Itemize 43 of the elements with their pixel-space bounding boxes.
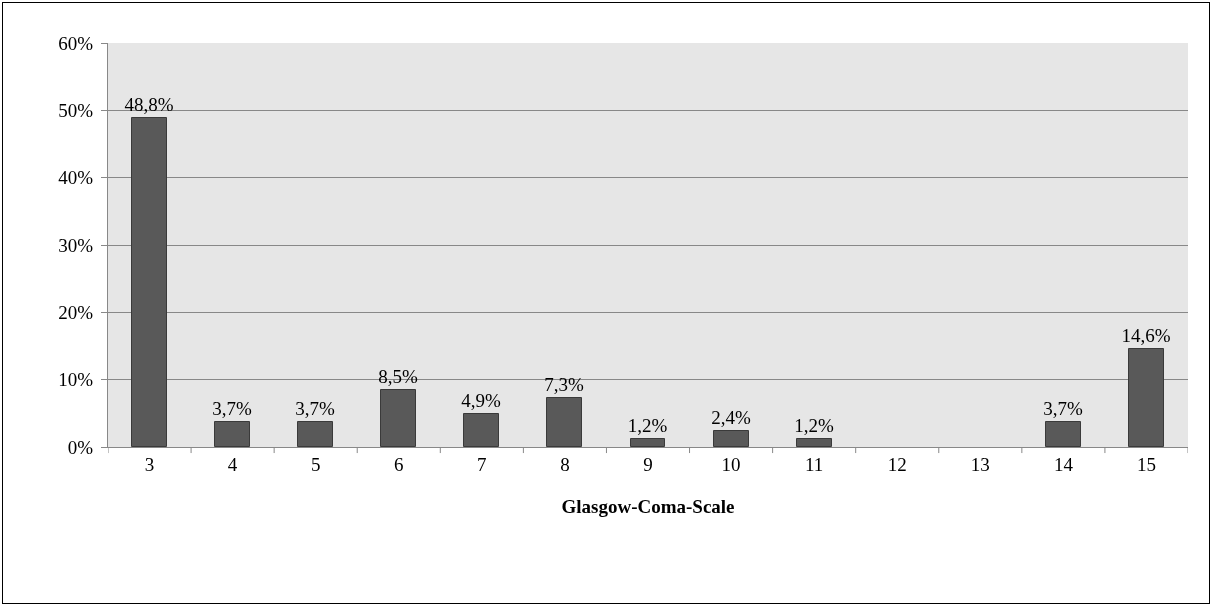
x-tick-label: 9 <box>643 453 653 475</box>
x-tick-label: 3 <box>144 453 155 475</box>
y-tick-label: 10% <box>58 369 94 391</box>
data-label: 4,9% <box>461 389 501 411</box>
x-tick-label: 5 <box>310 453 321 475</box>
y-tick-label: 30% <box>58 234 94 256</box>
data-label: 14,6% <box>1121 324 1171 346</box>
data-label: 3,7% <box>212 397 252 419</box>
data-label: 2,4% <box>711 406 751 428</box>
data-label: 8,5% <box>378 365 418 387</box>
bar <box>214 421 250 447</box>
bar <box>380 389 416 447</box>
x-tick-label: 6 <box>394 453 404 475</box>
bar <box>796 438 832 447</box>
bar <box>463 413 499 447</box>
bar <box>1045 421 1081 447</box>
x-tick-label: 4 <box>227 453 238 475</box>
y-tick-label: 20% <box>58 301 94 323</box>
y-tick-label: 50% <box>58 99 94 121</box>
x-tick-label: 13 <box>970 453 990 475</box>
y-tick-label: 0% <box>67 436 94 458</box>
data-label: 3,7% <box>1043 397 1083 419</box>
x-axis-title: Glasgow-Coma-Scale <box>561 495 735 517</box>
y-tick-label: 60% <box>58 32 94 54</box>
x-tick-label: 10 <box>721 453 741 475</box>
data-label: 48,8% <box>124 93 174 115</box>
x-tick-label: 14 <box>1053 453 1074 475</box>
bar <box>630 438 665 447</box>
data-label: 3,7% <box>295 397 335 419</box>
data-label: 7,3% <box>544 373 584 395</box>
data-label: 1,2% <box>794 414 834 436</box>
x-tick-label: 15 <box>1136 453 1156 475</box>
x-tick-label: 7 <box>477 453 487 475</box>
y-tick-label: 40% <box>58 167 94 189</box>
x-tick-label: 8 <box>560 453 570 475</box>
x-tick-label: 12 <box>887 453 907 475</box>
data-label: 1,2% <box>627 414 668 436</box>
bar <box>546 397 582 447</box>
bar <box>297 421 333 447</box>
bar <box>1128 348 1164 447</box>
x-tick-label: 11 <box>805 453 824 475</box>
bar <box>713 430 749 447</box>
bar <box>131 117 167 447</box>
